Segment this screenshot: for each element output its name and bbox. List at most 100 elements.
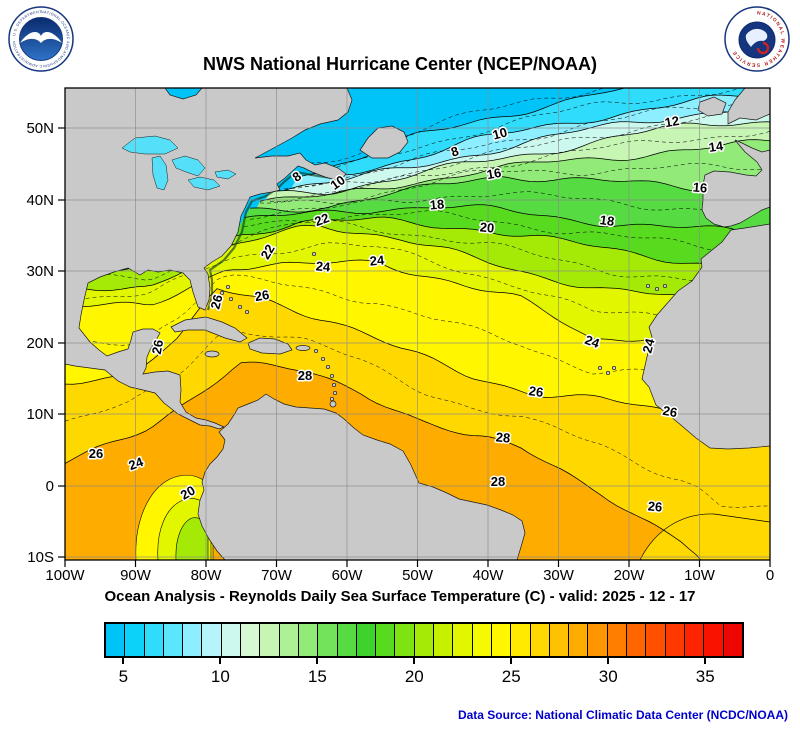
lat-axis-label: 30N <box>26 263 54 280</box>
nws-continent-shape <box>745 28 768 47</box>
colorbar-tick-mark <box>316 658 319 664</box>
axis-ticks <box>58 127 771 567</box>
lon-axis-label: 100W <box>45 567 85 584</box>
colorbar-tick-mark <box>704 658 707 664</box>
colorbar-cell <box>684 624 705 656</box>
colorbar-cell <box>376 624 396 656</box>
colorbar-cell <box>106 624 126 656</box>
land-small-island <box>219 290 225 296</box>
lon-axis-label: 60W <box>332 567 364 584</box>
colorbar-cell <box>221 624 242 656</box>
colorbar-tick-label: 35 <box>695 667 715 686</box>
colorbar-cell <box>549 624 570 656</box>
contour-label: 16 <box>485 165 502 182</box>
colorbar-cell <box>434 624 454 656</box>
lon-axis-label: 0 <box>766 567 774 584</box>
colorbar-cell <box>163 624 184 656</box>
colorbar-tick-mark <box>219 658 222 664</box>
contour-label: 26 <box>149 338 166 355</box>
colorbar-tick-label: 15 <box>307 667 327 686</box>
colorbar-cell <box>607 624 628 656</box>
lon-axis-label: 90W <box>120 567 152 584</box>
colorbar-cell <box>646 624 666 656</box>
land-british-isles <box>727 88 770 125</box>
colorbar-cell <box>183 624 203 656</box>
nws-hurricane-icon <box>756 41 770 55</box>
colorbar-cell <box>588 624 608 656</box>
land-ireland <box>697 96 727 117</box>
datasource-note: Data Source: National Climatic Data Cent… <box>457 708 788 722</box>
colorbar-cell <box>395 624 415 656</box>
land-small-island <box>645 283 651 289</box>
lon-axis-label: 30W <box>543 567 575 584</box>
colorbar-tick-mark <box>510 658 513 664</box>
land-hispaniola <box>247 337 293 355</box>
map-subtitle: Ocean Analysis - Reynolds Daily Sea Surf… <box>104 588 696 605</box>
page-title: NWS National Hurricane Center (NCEP/NOAA… <box>202 54 598 74</box>
contour-label: 20 <box>479 219 495 235</box>
land-trinidad <box>329 400 337 408</box>
land-small-island <box>611 365 617 371</box>
contour-label: 24 <box>639 336 657 355</box>
contour-label: 16 <box>692 179 708 195</box>
lat-axis-label: 40N <box>26 192 54 209</box>
colorbar-cell <box>723 624 742 656</box>
contour-label: 26 <box>528 383 544 400</box>
lon-axis-label: 10W <box>684 567 716 584</box>
land-cuba <box>170 316 248 343</box>
colorbar-cell <box>241 624 261 656</box>
contour-label: 22 <box>312 210 331 229</box>
land-small-island <box>329 396 335 402</box>
contour-label: 10 <box>491 124 509 142</box>
axis-labels: 100W 90W 80W 70W 60W 50W 40W 30W 20W 10W 0 50N 40N 30… <box>26 120 774 584</box>
land-small-island <box>244 309 250 315</box>
great-lakes <box>121 135 237 191</box>
colorbar-cell <box>202 624 222 656</box>
colorbar-tick-label: 10 <box>210 667 230 686</box>
land-small-island <box>605 370 611 376</box>
contour-label: 28 <box>495 429 511 445</box>
contour-label: 26 <box>207 293 225 311</box>
contour-label: 12 <box>663 113 680 130</box>
lat-axis-label: 50N <box>26 120 54 137</box>
colorbar-tick-mark <box>122 658 125 664</box>
colorbar-cell <box>665 624 685 656</box>
colorbar-tick-labels: 5 10 15 20 25 30 35 <box>104 658 744 692</box>
colorbar-tick-mark <box>413 658 416 664</box>
contour-label: 26 <box>647 498 663 514</box>
coastal-contour-bundle <box>206 170 347 311</box>
contour-label: 26 <box>89 446 103 461</box>
contour-label: 26 <box>662 403 679 420</box>
contour-label: 24 <box>315 258 331 274</box>
contour-label: 28 <box>298 368 312 383</box>
land-small-island <box>332 390 338 396</box>
land-small-island <box>228 296 234 302</box>
lon-axis-label: 70W <box>261 567 293 584</box>
lon-axis-label: 40W <box>473 567 505 584</box>
colorbar-cell <box>530 624 550 656</box>
lat-axis-label: 10N <box>26 406 54 423</box>
contour-label: 24 <box>369 252 385 268</box>
land-small-island <box>320 356 326 362</box>
lon-axis-label: 20W <box>614 567 646 584</box>
colorbar-tick-label: 5 <box>118 667 129 686</box>
colorbar-cell <box>627 624 647 656</box>
lake <box>171 155 206 177</box>
land-small-island <box>654 286 660 292</box>
lake <box>214 169 237 180</box>
colorbar-tick-label: 30 <box>598 667 618 686</box>
land-small-island <box>311 251 317 257</box>
colorbar-cell <box>453 624 473 656</box>
colorbar: 5 10 15 20 25 30 35 <box>104 622 744 692</box>
land-small-island <box>662 283 668 289</box>
land-small-island <box>237 304 243 310</box>
land-iberia-france <box>701 139 770 228</box>
lake <box>151 155 169 191</box>
land-newfoundland <box>359 125 409 159</box>
land-jamaica <box>204 350 220 358</box>
lake <box>187 176 221 191</box>
lat-axis-label: 20N <box>26 335 54 352</box>
land-small-island <box>313 348 319 354</box>
